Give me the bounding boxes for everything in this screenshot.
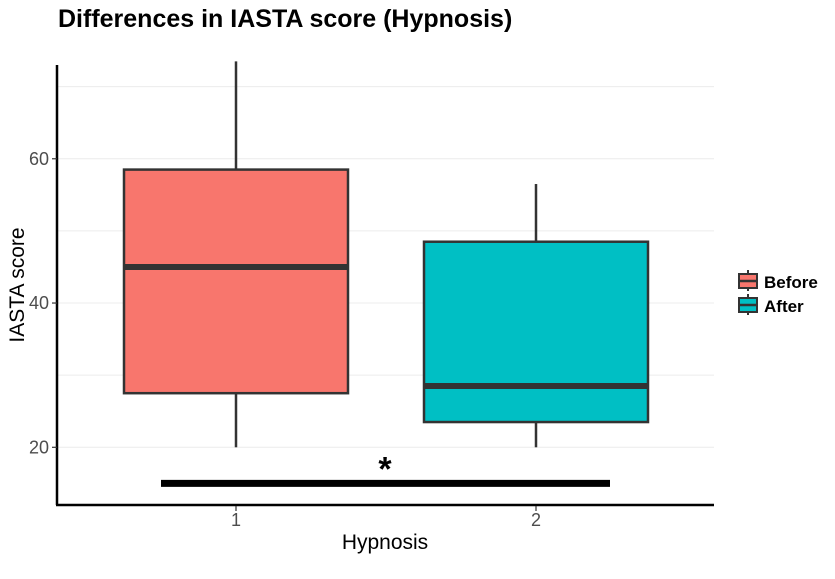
boxplots [122,61,650,448]
x-tick-label: 1 [231,510,241,530]
boxplot-before [122,61,350,448]
y-axis-title: IASTA score [6,227,29,342]
box [422,240,650,424]
legend-item-before: Before [738,270,818,292]
box [122,168,350,395]
chart-title: Differences in IASTA score (Hypnosis) [58,5,512,33]
x-tick-label: 2 [531,510,541,530]
annotations: * [161,450,610,488]
y-tick-label: 60 [29,149,49,169]
legend-label: After [764,297,804,316]
x-axis-title: Hypnosis [342,531,428,554]
legend: Before After [738,270,818,316]
significance-star: * [378,450,392,488]
y-tick-label: 20 [29,437,49,457]
legend-item-after: After [738,294,804,316]
axis-ticks: 20 40 60 1 2 [29,149,541,530]
y-tick-label: 40 [29,293,49,313]
legend-label: Before [764,273,818,292]
boxplot-after [422,184,650,448]
